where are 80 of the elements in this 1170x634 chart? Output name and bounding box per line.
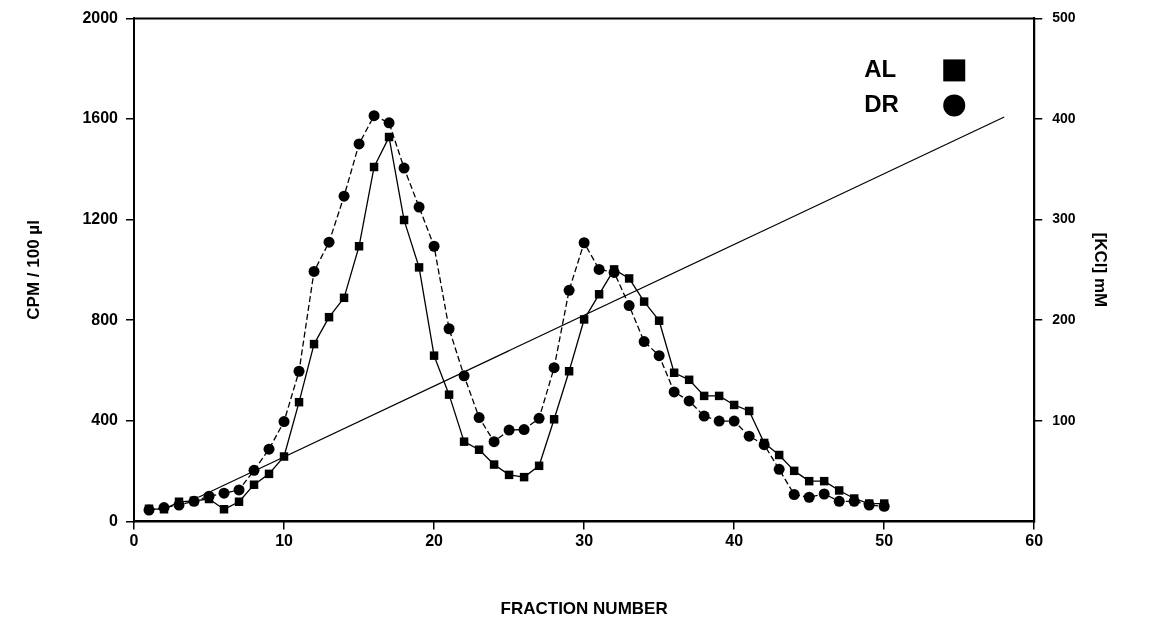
point [713,415,725,427]
point [473,412,485,424]
point [233,484,245,496]
point [249,480,259,489]
y-tick-label: 1600 [82,109,119,127]
point [263,443,275,455]
point [308,265,320,277]
point [698,410,710,422]
point [429,351,439,360]
point [803,491,815,503]
point [278,416,290,428]
point [728,415,740,427]
point [293,365,305,377]
y-tick-label: 2000 [82,8,119,26]
point [368,110,380,122]
point [323,236,335,248]
x-tick-label: 20 [425,532,444,550]
point [474,445,484,454]
x-tick-label: 0 [129,532,139,550]
point [488,436,500,448]
point [413,201,425,213]
point [218,487,230,499]
y-tick-label: 400 [91,411,119,429]
point [338,190,350,202]
point [563,284,575,296]
point [818,488,830,500]
point [624,274,634,283]
legend-label: DR [864,90,899,118]
point [533,412,545,424]
point [459,437,469,446]
point [668,386,680,398]
point [444,390,454,399]
y2-axis-title: [KCl] mM [1091,232,1111,308]
point [489,460,499,469]
point [578,237,590,249]
point [219,505,229,514]
y2-tick-label: 500 [1052,9,1076,26]
point [683,395,695,407]
point [653,350,665,362]
point [248,464,260,476]
point [743,430,755,442]
y-tick-label: 800 [91,310,119,328]
point [549,415,559,424]
x-axis-title: FRACTION NUMBER [500,599,668,619]
point [398,162,410,174]
legend-label: AL [864,55,897,83]
y2-tick-label: 400 [1052,109,1076,126]
point [458,370,470,382]
point [414,263,424,272]
point [623,300,635,312]
point [638,336,650,348]
point [654,316,664,325]
y2-tick-label: 300 [1052,210,1076,227]
x-tick-label: 60 [1025,532,1044,550]
point [503,424,515,436]
y2-tick-label: 100 [1052,411,1076,428]
x-tick-label: 40 [725,532,744,550]
point [593,263,605,275]
x-tick-label: 10 [275,532,294,550]
x-tick-label: 50 [875,532,894,550]
x-tick-label: 30 [575,532,594,550]
point [443,323,455,335]
y2-tick-label: 200 [1052,311,1076,328]
point [353,138,365,150]
point [834,486,844,495]
y-tick-label: 1200 [82,210,119,228]
point [639,297,649,306]
point [548,362,560,374]
point [594,290,604,299]
point [788,488,800,500]
point [279,452,289,461]
point [428,240,440,252]
point [773,463,785,475]
y-tick-label: 0 [109,511,119,529]
point [354,242,364,251]
point [833,495,845,507]
point [383,117,395,129]
y-axis-title: CPM / 100 µl [23,220,43,320]
point [518,424,530,436]
point [579,315,589,324]
